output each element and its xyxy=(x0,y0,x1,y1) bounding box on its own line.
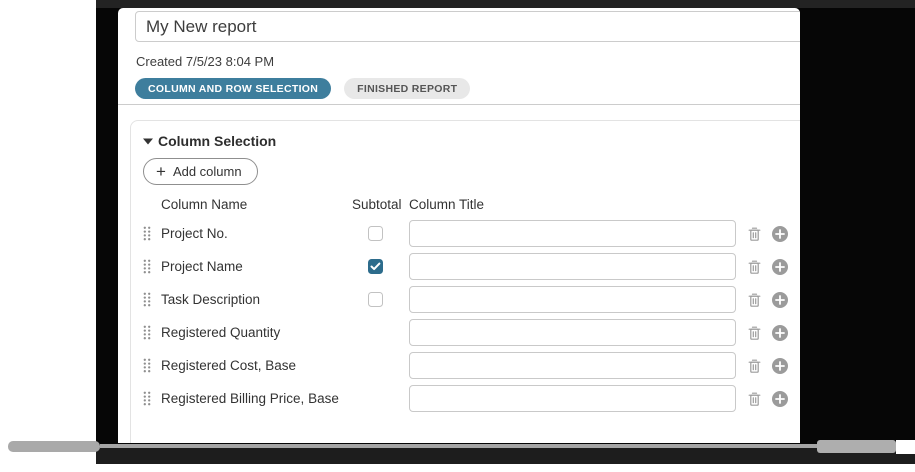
trash-icon[interactable] xyxy=(747,325,762,341)
column-name-label: Task Description xyxy=(161,292,261,307)
drag-handle-icon[interactable] xyxy=(143,391,151,406)
subtotal-checkbox[interactable] xyxy=(368,292,383,307)
report-title-input[interactable] xyxy=(135,11,800,42)
column-name-label: Registered Cost, Base xyxy=(161,358,297,373)
column-row: Registered Cost, Base xyxy=(143,349,800,382)
add-column-label: Add column xyxy=(172,164,242,179)
column-name-label: Project Name xyxy=(161,259,243,274)
column-name-label: Registered Billing Price, Base xyxy=(161,391,339,406)
created-timestamp: Created 7/5/23 8:04 PM xyxy=(136,54,275,69)
report-panel: Created 7/5/23 8:04 PM COLUMN AND ROW SE… xyxy=(118,8,800,443)
tab-finished-report[interactable]: FINISHED REPORT xyxy=(344,78,471,99)
section-title: Column Selection xyxy=(158,133,277,149)
column-title-input[interactable] xyxy=(409,385,736,412)
column-row: Task Description xyxy=(143,283,800,316)
plus-circle-icon[interactable] xyxy=(772,324,788,341)
trash-icon[interactable] xyxy=(747,226,762,242)
drag-handle-icon[interactable] xyxy=(143,325,151,340)
column-name-label: Registered Quantity xyxy=(161,325,281,340)
horizontal-scrollbar-track[interactable] xyxy=(100,444,896,448)
plus-circle-icon[interactable] xyxy=(772,390,788,407)
column-selection-header[interactable]: Column Selection xyxy=(143,133,800,149)
column-name-label: Project No. xyxy=(161,226,228,241)
frame-notch xyxy=(896,440,915,454)
trash-icon[interactable] xyxy=(747,259,762,275)
frame-bottom-strip xyxy=(96,448,915,464)
header-subtotal: Subtotal xyxy=(352,196,402,212)
drag-handle-icon[interactable] xyxy=(143,226,151,241)
report-step-tabs: COLUMN AND ROW SELECTION FINISHED REPORT xyxy=(135,78,471,99)
column-rows: Project No. xyxy=(143,217,800,415)
column-selection-card: Column Selection + Add column Column Nam… xyxy=(130,120,800,443)
frame-top-strip xyxy=(96,0,915,8)
plus-circle-icon[interactable] xyxy=(772,258,788,275)
plus-circle-icon[interactable] xyxy=(772,291,788,308)
column-title-input[interactable] xyxy=(409,220,736,247)
drag-handle-icon[interactable] xyxy=(143,358,151,373)
scrollbar-thumb-right[interactable] xyxy=(817,440,896,453)
plus-icon: + xyxy=(156,161,166,181)
column-title-input[interactable] xyxy=(409,319,736,346)
column-title-input[interactable] xyxy=(409,286,736,313)
subtotal-checkbox[interactable] xyxy=(368,226,383,241)
drag-handle-icon[interactable] xyxy=(143,292,151,307)
subtotal-checkbox[interactable] xyxy=(368,259,383,274)
plus-circle-icon[interactable] xyxy=(772,225,788,242)
tab-column-and-row-selection[interactable]: COLUMN AND ROW SELECTION xyxy=(135,78,332,99)
column-row: Project Name xyxy=(143,250,800,283)
trash-icon[interactable] xyxy=(747,292,762,308)
column-title-input[interactable] xyxy=(409,352,736,379)
trash-icon[interactable] xyxy=(747,391,762,407)
column-title-input[interactable] xyxy=(409,253,736,280)
drag-handle-icon[interactable] xyxy=(143,259,151,274)
add-column-button[interactable]: + Add column xyxy=(143,158,258,185)
columns-table-header: Column Name Subtotal Column Title xyxy=(143,196,800,212)
scrollbar-thumb-left[interactable] xyxy=(8,441,100,452)
triangle-down-icon xyxy=(143,138,153,145)
header-column-name: Column Name xyxy=(161,196,248,212)
header-column-title: Column Title xyxy=(409,196,485,212)
header-divider xyxy=(118,104,800,105)
trash-icon[interactable] xyxy=(747,358,762,374)
plus-circle-icon[interactable] xyxy=(772,357,788,374)
column-row: Registered Quantity xyxy=(143,316,800,349)
column-row: Registered Billing Price, Base xyxy=(143,382,800,415)
column-row: Project No. xyxy=(143,217,800,250)
